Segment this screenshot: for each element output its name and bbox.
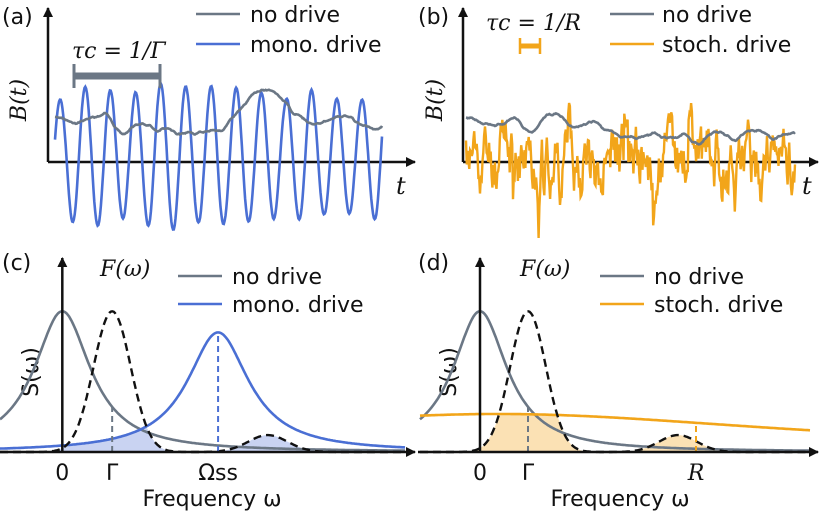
panel-c-xlabel: Frequency ω — [142, 487, 281, 512]
panel-d-filter-label: F(ω) — [519, 257, 570, 282]
panel-b-annotation: τc = 1/R — [486, 11, 581, 36]
panel-d-overlap-fill — [420, 414, 810, 452]
panel-b-label: (b) — [418, 5, 449, 30]
panel-c-filter-label: F(ω) — [99, 257, 150, 282]
panel-b: (b) B(t) t τc = 1/R no drive stoch. driv… — [418, 3, 819, 239]
panel-d-filter-curve — [420, 310, 810, 454]
panel-d-tick-r: R — [687, 461, 705, 486]
panel-a-ylabel: B(t) — [7, 79, 32, 122]
panel-d-series-no-drive — [419, 309, 810, 452]
panel-b-legend-0: no drive — [662, 3, 752, 28]
panel-c-legend-1: mono. drive — [232, 293, 364, 318]
panel-c-series-no-drive — [0, 309, 405, 452]
panel-c-legend-0: no drive — [232, 265, 322, 290]
panel-a-xlabel: t — [396, 172, 406, 200]
panel-c-tick-gamma: Γ — [106, 461, 119, 486]
panel-b-legend-1: stoch. drive — [662, 33, 791, 58]
panel-d: (d) S(ω) 0 Γ R Frequency ω F(ω) no drive… — [418, 251, 819, 512]
panel-d-series-stoch-drive — [419, 412, 811, 432]
panel-d-tick-gamma: Γ — [522, 461, 535, 486]
panel-d-legend-1: stoch. drive — [654, 293, 783, 318]
panel-c: (c) S(ω) 0 Γ Ωss Frequency ω F(ω) no dri… — [0, 251, 416, 512]
panel-d-tick-0: 0 — [473, 461, 487, 486]
panel-c-label: (c) — [2, 251, 31, 276]
panel-a-legend-0: no drive — [250, 3, 340, 28]
panel-b-series-stoch-drive — [464, 102, 797, 239]
panel-a-series-no-drive — [54, 88, 384, 136]
panel-c-tick-omega: Ωss — [198, 461, 238, 486]
panel-a-annotation: τc = 1/Γ — [72, 39, 166, 64]
panel-b-xlabel: t — [802, 172, 812, 200]
panel-c-series-mono-drive — [0, 331, 406, 450]
panel-d-label: (d) — [418, 251, 449, 276]
panel-c-overlap-fill — [0, 426, 405, 452]
panel-d-legend-0: no drive — [654, 265, 744, 290]
panel-c-filter-curve — [0, 310, 405, 454]
panel-a-legend-1: mono. drive — [250, 33, 382, 58]
panel-b-series-no-drive — [465, 111, 796, 146]
panel-a-label: (a) — [2, 5, 33, 30]
panel-c-tick-0: 0 — [55, 461, 69, 486]
panel-a: (a) B(t) t τc = 1/Γ no drive mono. drive — [2, 3, 416, 231]
panel-b-ylabel: B(t) — [423, 79, 448, 122]
panel-a-series-mono-drive — [53, 80, 384, 231]
panel-d-xlabel: Frequency ω — [550, 487, 689, 512]
